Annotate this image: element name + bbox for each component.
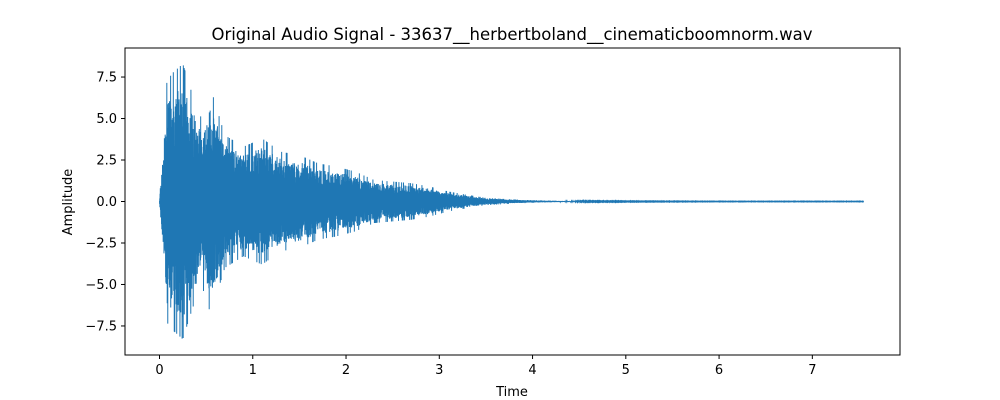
chart-title: Original Audio Signal - 33637__herbertbo… bbox=[211, 25, 812, 45]
x-tick-label: 0 bbox=[155, 363, 163, 378]
y-axis: −7.5 −5.0 −2.5 0.0 2.5 5.0 7.5 bbox=[85, 71, 125, 334]
y-tick-label: 5.0 bbox=[96, 112, 117, 127]
x-tick-label: 2 bbox=[342, 363, 350, 378]
x-axis: 0 1 2 3 4 5 6 7 bbox=[155, 355, 816, 378]
signal-layer bbox=[159, 65, 865, 339]
y-tick-label: 2.5 bbox=[96, 154, 117, 169]
x-axis-label: Time bbox=[495, 385, 528, 400]
y-tick-label: 0.0 bbox=[96, 195, 117, 210]
y-tick-label: −2.5 bbox=[85, 236, 117, 251]
y-tick-label: −5.0 bbox=[85, 278, 117, 293]
y-axis-label: Amplitude bbox=[61, 169, 76, 236]
y-tick-label: 7.5 bbox=[96, 71, 117, 86]
x-tick-label: 1 bbox=[249, 363, 257, 378]
x-tick-label: 4 bbox=[528, 363, 536, 378]
x-tick-label: 6 bbox=[715, 363, 723, 378]
x-tick-label: 5 bbox=[622, 363, 630, 378]
audio-signal-line bbox=[159, 65, 865, 339]
x-tick-label: 7 bbox=[808, 363, 816, 378]
y-tick-label: −7.5 bbox=[85, 319, 117, 334]
x-tick-label: 3 bbox=[435, 363, 443, 378]
